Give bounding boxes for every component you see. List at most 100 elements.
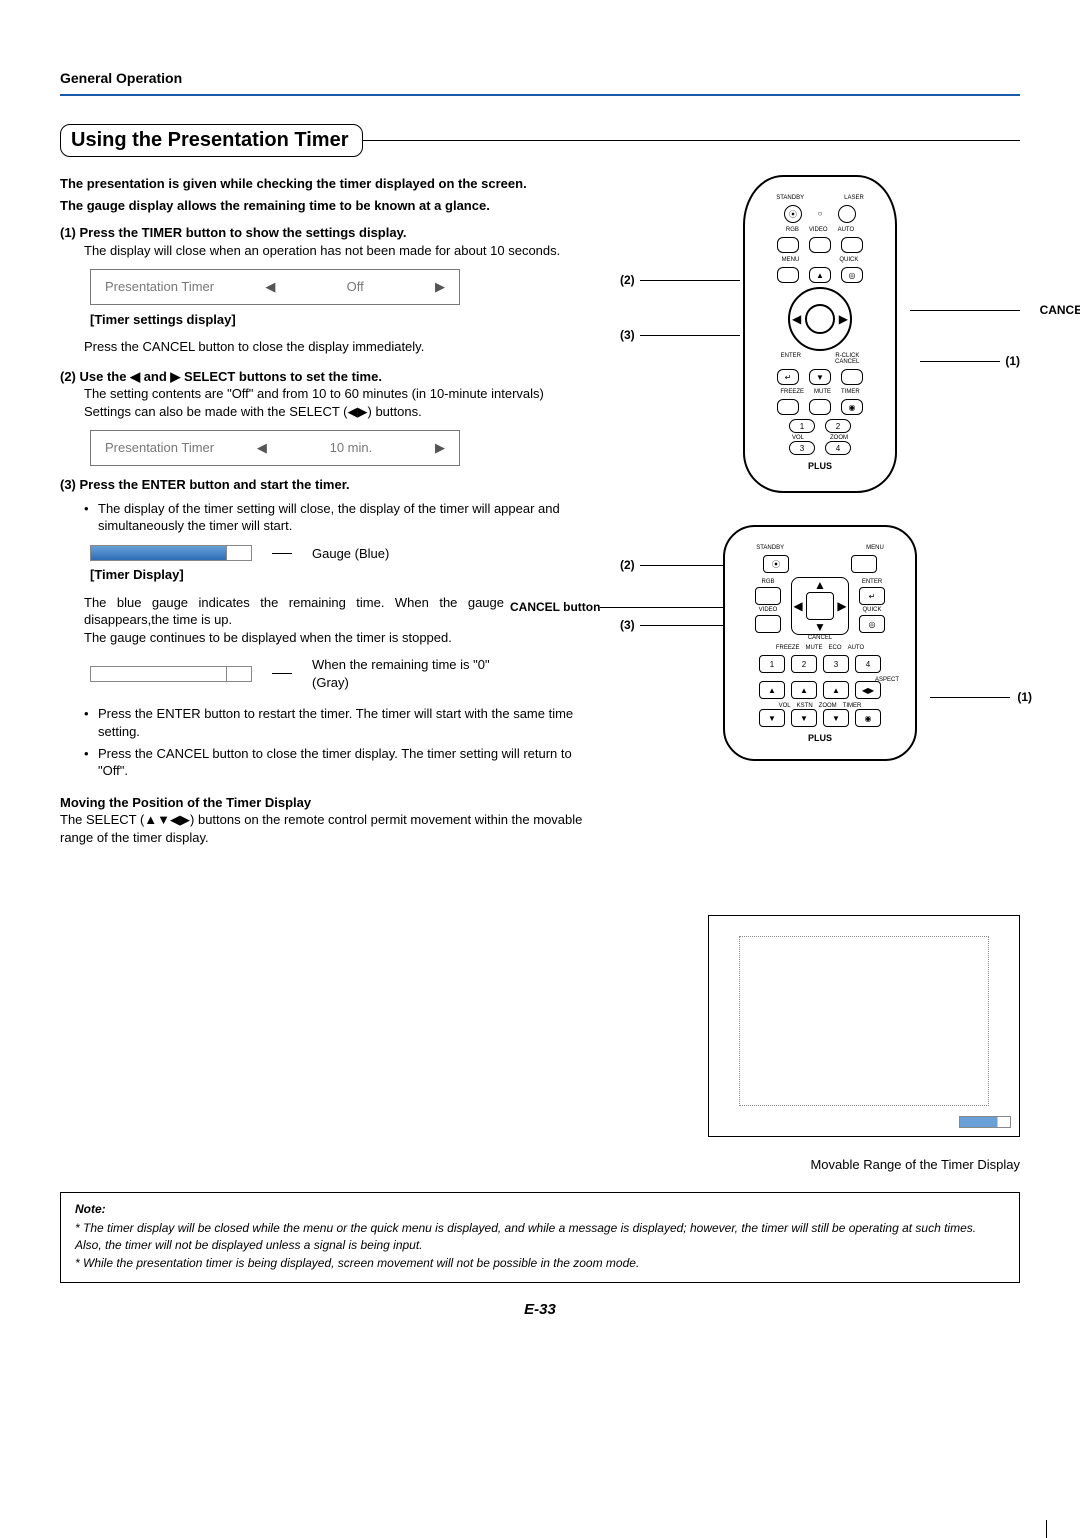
rgb-button[interactable] <box>777 237 799 253</box>
up-button[interactable]: ▲ <box>809 267 831 283</box>
note-1: * The timer display will be closed while… <box>75 1220 1005 1254</box>
step-2: (2) Use the ◀ and ▶ SELECT buttons to se… <box>60 368 600 421</box>
section-title-row: Using the Presentation Timer <box>60 124 1020 157</box>
moving-heading: Moving the Position of the Timer Display <box>60 794 600 812</box>
movable-caption: Movable Range of the Timer Display <box>620 1157 1020 1172</box>
r2-kstn-button[interactable]: ▼ <box>791 709 817 727</box>
remote1-quick-label: QUICK <box>839 257 858 263</box>
remote2-plus-label: PLUS <box>735 733 905 743</box>
step3-body1: The blue gauge indicates the remaining t… <box>84 594 504 629</box>
step3-heading: Press the ENTER button and start the tim… <box>80 477 350 492</box>
laser-button[interactable] <box>838 205 856 223</box>
select-ring[interactable]: ◀ ▶ <box>788 287 852 351</box>
r2-zoom-button[interactable]: ▼ <box>823 709 849 727</box>
remote1-video-label: VIDEO <box>809 227 828 233</box>
r2-rgb-button[interactable] <box>755 587 781 605</box>
r2-auto-button[interactable]: 4 <box>855 655 881 673</box>
timer-display-caption: [Timer Display] <box>90 566 600 584</box>
remote1-callout-cancel: CANCEL button <box>1040 303 1080 317</box>
remote2-callout-2: (2) <box>620 558 635 572</box>
remote2-eco-label: ECO <box>829 645 842 651</box>
r2-mute-button[interactable]: 2 <box>791 655 817 673</box>
step3-body2: The gauge continues to be displayed when… <box>84 629 504 647</box>
cancel-button[interactable] <box>841 369 863 385</box>
step1-num: (1) <box>60 225 76 240</box>
remote2-callout-cancel: CANCEL button <box>510 600 600 614</box>
step2-num: (2) <box>60 369 76 384</box>
video-button[interactable] <box>809 237 831 253</box>
header-rule <box>60 94 1020 96</box>
mute-button[interactable] <box>809 399 831 415</box>
note-title: Note: <box>75 1201 1005 1218</box>
num2-button[interactable]: 2 <box>825 419 851 433</box>
auto-button[interactable] <box>841 237 863 253</box>
remote2-standby-label: STANDBY <box>756 545 784 551</box>
remote1-laser-label: LASER <box>844 195 864 201</box>
remote1-plus-label: PLUS <box>755 461 885 471</box>
osd-label-2: Presentation Timer <box>105 439 214 457</box>
r2-video-button[interactable] <box>755 615 781 633</box>
osd-value-off: Off <box>347 278 364 296</box>
intro-p1: The presentation is given while checking… <box>60 175 600 193</box>
num3-button[interactable]: 3 <box>789 441 815 455</box>
r2-up1-button[interactable]: ▲ <box>759 681 785 699</box>
standby-button[interactable]: ⦿ <box>784 205 802 223</box>
r2-up3-button[interactable]: ▲ <box>823 681 849 699</box>
left-arrow-icon-2: ◀ <box>257 439 267 457</box>
r2-quick-button[interactable]: ◎ <box>859 615 885 633</box>
step1-heading: Press the TIMER button to show the setti… <box>80 225 407 240</box>
gauge-gray <box>90 666 252 682</box>
right-arrow-icon: ▶ <box>435 278 445 296</box>
r2-menu-button[interactable] <box>851 555 877 573</box>
remote1-standby-label: STANDBY <box>776 195 804 201</box>
remote-control-2: STANDBY MENU ⦿ RGB VIDEO <box>723 525 917 761</box>
right-arrow-icon-2: ▶ <box>435 439 445 457</box>
movable-gauge-icon <box>959 1116 1011 1128</box>
remote2-quick-label: QUICK <box>859 607 885 613</box>
remote1-rgb-label: RGB <box>786 227 799 233</box>
remote1-mute-label: MUTE <box>814 389 831 395</box>
osd-value-10min: 10 min. <box>330 439 373 457</box>
gauge-blue <box>90 545 252 561</box>
enter-button[interactable]: ↵ <box>777 369 799 385</box>
step3-num: (3) <box>60 477 76 492</box>
timer-button[interactable]: ◉ <box>841 399 863 415</box>
remote2-video-label: VIDEO <box>755 607 781 613</box>
remote1-timer-label: TIMER <box>841 389 860 395</box>
menu-button[interactable] <box>777 267 799 283</box>
step-3: (3) Press the ENTER button and start the… <box>60 476 600 535</box>
step2-body2: Settings can also be made with the SELEC… <box>84 403 600 421</box>
remote1-auto-label: AUTO <box>838 227 855 233</box>
freeze-button[interactable] <box>777 399 799 415</box>
r2-timer-button[interactable]: ◉ <box>855 709 881 727</box>
osd-box-off: Presentation Timer ◀ Off ▶ <box>90 269 460 305</box>
quick-button[interactable]: ◎ <box>841 267 863 283</box>
remote1-callout-2: (2) <box>620 273 635 287</box>
section-title-line <box>363 140 1020 141</box>
remote1-callout-3: (3) <box>620 328 635 342</box>
r2-eco-button[interactable]: 3 <box>823 655 849 673</box>
r2-vol-button[interactable]: ▼ <box>759 709 785 727</box>
step3-bullet2: Press the ENTER button to restart the ti… <box>84 705 600 740</box>
movable-inner-dotted <box>739 936 989 1106</box>
gauge-gray-row: When the remaining time is "0" (Gray) <box>90 656 600 691</box>
remote2-freeze-label: FREEZE <box>776 645 800 651</box>
step1-body: The display will close when an operation… <box>84 242 600 260</box>
num1-button[interactable]: 1 <box>789 419 815 433</box>
r2-enter-button[interactable]: ↵ <box>859 587 885 605</box>
r2-up2-button[interactable]: ▲ <box>791 681 817 699</box>
note-box: Note: * The timer display will be closed… <box>60 1192 1020 1283</box>
step3-bullet3: Press the CANCEL button to close the tim… <box>84 745 600 780</box>
r2-aspect-button[interactable]: ◀▶ <box>855 681 881 699</box>
remote1-menu-label: MENU <box>782 257 800 263</box>
r2-standby-button[interactable]: ⦿ <box>763 555 789 573</box>
movable-range-box <box>708 915 1020 1137</box>
num4-button[interactable]: 4 <box>825 441 851 455</box>
remote1-freeze-label: FREEZE <box>780 389 804 395</box>
r2-select-ring[interactable]: ◀ ▶ ▲ ▼ <box>791 577 849 635</box>
gauge-blue-row: Gauge (Blue) <box>90 545 600 563</box>
step3-bullet1: The display of the timer setting will cl… <box>84 500 600 535</box>
remote2-mute-label: MUTE <box>806 645 823 651</box>
r2-freeze-button[interactable]: 1 <box>759 655 785 673</box>
down-button[interactable]: ▼ <box>809 369 831 385</box>
